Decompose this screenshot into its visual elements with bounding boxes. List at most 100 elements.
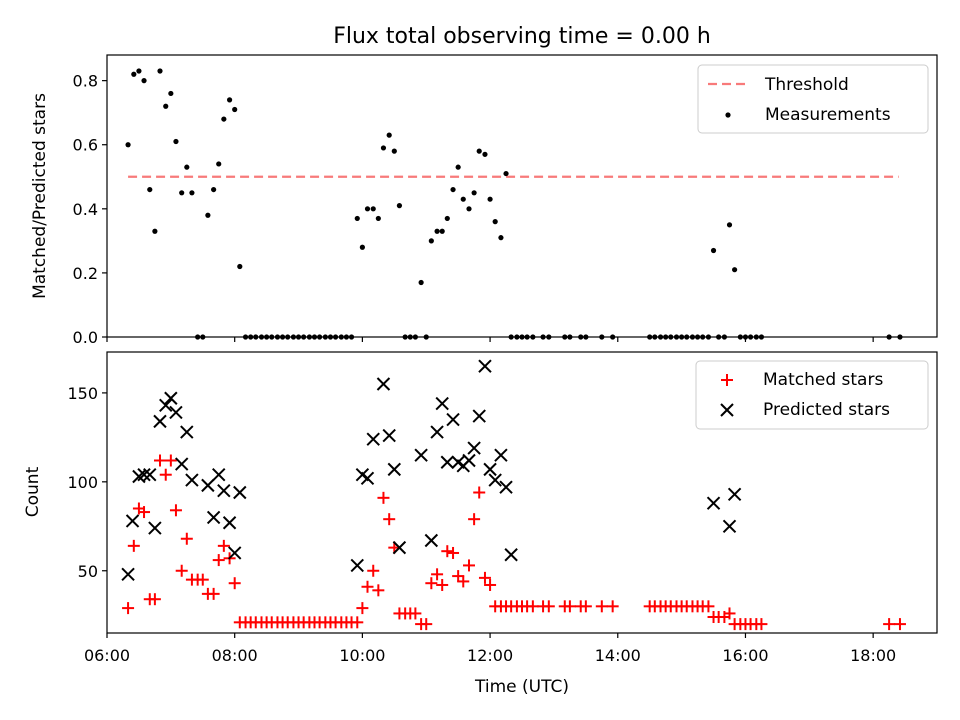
predicted-star-point: [212, 468, 226, 482]
matched-star-point: [436, 578, 449, 591]
measurement-point: [221, 116, 227, 122]
x-tick-label: 06:00: [84, 646, 130, 665]
measurement-point: [487, 196, 493, 202]
predicted-star-point: [137, 468, 151, 482]
matched-star-point: [180, 532, 193, 545]
measurement-point: [359, 244, 365, 250]
predicted-star-point: [206, 510, 221, 525]
chart-title: Flux total observing time = 0.00 h: [333, 24, 711, 49]
measurement-point: [460, 196, 466, 202]
matched-star-point: [755, 618, 768, 631]
measurement-point: [450, 186, 456, 193]
measurement-point: [163, 103, 169, 109]
matched-star-point: [212, 554, 225, 567]
matched-star-point: [122, 602, 135, 615]
predicted-star-point: [424, 533, 439, 548]
bottom-panel: 50 100 150 06:00 08:00 10:00 12:00 14:00 16:00 18…: [23, 351, 938, 697]
measurement-point: [732, 267, 738, 273]
matched-star-point: [383, 513, 396, 526]
measurement-point: [168, 90, 174, 97]
measurement-point: [710, 247, 717, 254]
matched-star-point: [153, 454, 166, 467]
measurement-point: [391, 148, 397, 154]
measurement-point: [205, 212, 211, 218]
matched-star-point: [367, 564, 380, 577]
measurement-point: [471, 190, 477, 196]
predicted-star-point: [350, 558, 364, 573]
predicted-star-point: [499, 480, 513, 494]
matched-star-point: [175, 564, 188, 577]
predicted-star-point: [143, 468, 157, 482]
measurement-point: [386, 132, 392, 138]
top-y-tick-label: 0.0: [73, 328, 98, 347]
predicted-star-point: [164, 391, 178, 405]
matched-star-point: [148, 593, 161, 606]
predicted-star-point: [504, 548, 518, 562]
top-y-tick-label: 0.6: [73, 136, 98, 155]
predicted-star-point: [222, 516, 237, 530]
predicted-star-point: [125, 514, 140, 528]
measurement-point: [232, 106, 238, 113]
matched-star-point: [606, 600, 619, 613]
matched-star-point: [723, 607, 736, 620]
measurement-point: [131, 71, 137, 77]
matched-star-point: [579, 600, 592, 613]
measurement-point: [434, 228, 440, 234]
predicted-star-point: [360, 471, 375, 485]
predicted-star-point: [467, 441, 481, 455]
predicted-star-point: [472, 409, 486, 423]
measurement-point: [141, 78, 147, 84]
legend-measurements-swatch: [725, 112, 731, 118]
legend-predicted-swatch: [720, 403, 734, 417]
predicted-star-point: [478, 359, 492, 373]
x-tick-label: 08:00: [212, 646, 258, 665]
measurement-point: [439, 228, 445, 234]
measurement-point: [428, 238, 434, 244]
matched-star-point: [420, 618, 433, 631]
measurement-point: [444, 215, 450, 222]
bottom-y-tick-label: 150: [67, 384, 98, 403]
matched-star-point: [217, 539, 230, 552]
top-y-tick-label: 0.8: [73, 72, 98, 91]
top-y-tick-label: 0.2: [73, 264, 98, 283]
matched-star-point: [563, 600, 576, 613]
matched-star-point: [595, 600, 608, 613]
predicted-star-point: [153, 414, 167, 429]
matched-star-point: [702, 600, 715, 613]
predicted-star-point: [366, 432, 380, 446]
measurement-point: [237, 263, 243, 270]
predicted-star-point: [376, 377, 391, 391]
matched-star-point: [473, 486, 486, 499]
bottom-axes-frame: [106, 351, 938, 634]
matched-star-point: [883, 618, 896, 631]
measurement-point: [418, 279, 424, 286]
matched-star-point: [196, 573, 209, 586]
predicted-star-point: [494, 448, 508, 462]
matched-star-point: [164, 454, 177, 467]
x-tick-label: 18:00: [850, 646, 896, 665]
matched-star-point: [425, 577, 438, 590]
predicted-star-point: [446, 412, 460, 427]
measurement-point: [396, 203, 403, 209]
measurement-point: [476, 148, 482, 154]
measurement-point: [354, 215, 360, 222]
bottom-legend: Matched stars Predicted stars: [695, 360, 929, 430]
measurement-point: [173, 138, 179, 145]
measurement-point: [152, 228, 158, 234]
legend-matched-label: Matched stars: [763, 370, 883, 390]
measurement-point: [455, 164, 461, 170]
matched-star-point: [228, 577, 241, 590]
top-axes-frame: [106, 54, 938, 338]
matched-star-point: [468, 513, 481, 526]
bottom-legend-box: [695, 360, 929, 430]
measurement-point: [498, 235, 504, 241]
top-y-tick-label: 0.4: [73, 200, 98, 219]
predicted-star-point: [706, 496, 721, 510]
measurement-point: [492, 219, 498, 225]
measurement-point: [375, 215, 381, 222]
measurement-point: [503, 170, 509, 177]
measurement-point: [147, 186, 153, 193]
measurement-point: [211, 186, 217, 193]
measurement-point: [216, 161, 222, 167]
matched-star-point: [356, 602, 369, 615]
